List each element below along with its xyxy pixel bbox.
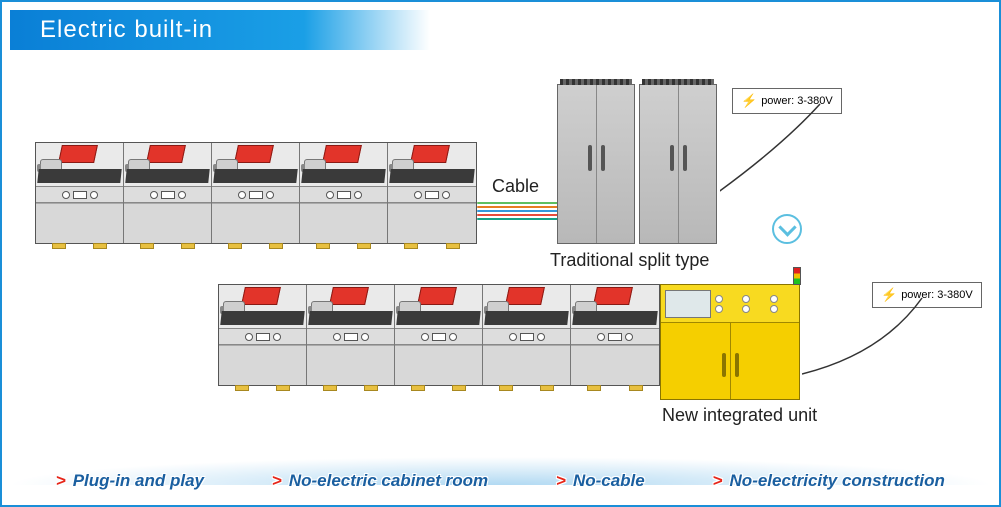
machine-unit [219, 285, 307, 385]
machine-unit [388, 143, 476, 243]
machine-row-integrated [218, 284, 660, 386]
cable-bundle [477, 202, 567, 222]
benefit-item: No-cable [556, 471, 644, 491]
control-panel [661, 285, 799, 323]
diagram-frame: Electric built-in [0, 0, 1001, 507]
machine-unit [483, 285, 571, 385]
leader-line-1 [720, 98, 840, 218]
hmi-screen [665, 290, 711, 318]
benefits-row: Plug-in and play No-electric cabinet room… [22, 471, 979, 491]
integrated-electric-unit [660, 284, 800, 400]
machine-unit [124, 143, 212, 243]
button-grid [715, 295, 795, 313]
signal-tower-icon [793, 267, 801, 285]
benefit-item: No-electricity construction [713, 471, 945, 491]
benefit-item: Plug-in and play [56, 471, 204, 491]
page-title: Electric built-in [40, 16, 213, 44]
electric-cabinet [557, 84, 635, 244]
machine-unit [395, 285, 483, 385]
chevron-down-icon [772, 214, 802, 244]
machine-unit [300, 143, 388, 243]
benefit-item: No-electric cabinet room [272, 471, 488, 491]
machine-row-traditional [35, 142, 477, 244]
machine-unit [212, 143, 300, 243]
caption-traditional: Traditional split type [550, 250, 709, 271]
leader-line-2 [802, 294, 942, 414]
machine-unit [36, 143, 124, 243]
machine-unit [571, 285, 659, 385]
electric-cabinet [639, 84, 717, 244]
machine-unit [307, 285, 395, 385]
caption-integrated: New integrated unit [662, 405, 817, 426]
electric-cabinet-pair [557, 84, 717, 244]
header-band: Electric built-in [10, 10, 430, 50]
cable-label: Cable [492, 176, 539, 197]
